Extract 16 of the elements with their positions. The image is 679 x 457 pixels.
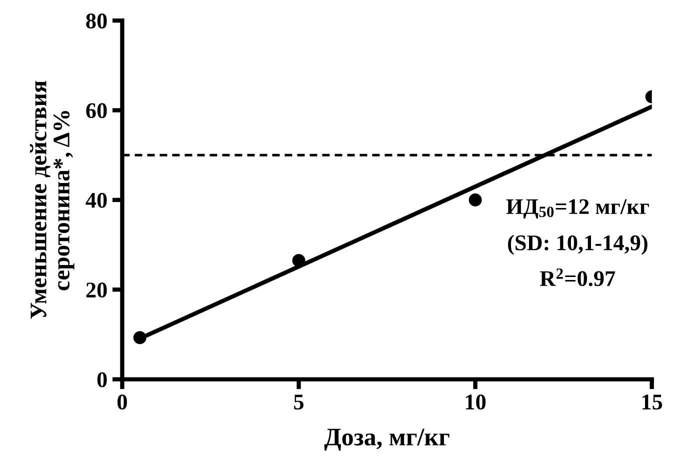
- x-axis-title: Доза, мг/кг: [324, 428, 450, 451]
- y-axis-title: Уменьшение действия серотонина*, Δ%: [30, 80, 74, 319]
- y-tick-label: 0: [97, 372, 107, 388]
- point: [133, 331, 146, 344]
- x-tick-label: 15: [642, 394, 662, 410]
- y-tick-label: 60: [86, 103, 107, 118]
- x-tick-label: 5: [294, 394, 304, 410]
- x-tick-label: 10: [466, 394, 486, 410]
- point: [292, 254, 306, 267]
- annotation: ИД$_{50}$=12 мг/кг: [506, 199, 649, 219]
- y-tick-label: 20: [86, 282, 107, 298]
- annotation: (SD: 10,1-14,9): [508, 234, 648, 255]
- annotation: R$^{2}$=0.97: [540, 268, 616, 286]
- x-tick-label: 0: [118, 394, 127, 410]
- y-tick-label: 80: [86, 13, 107, 28]
- y-tick-label: 40: [86, 192, 107, 208]
